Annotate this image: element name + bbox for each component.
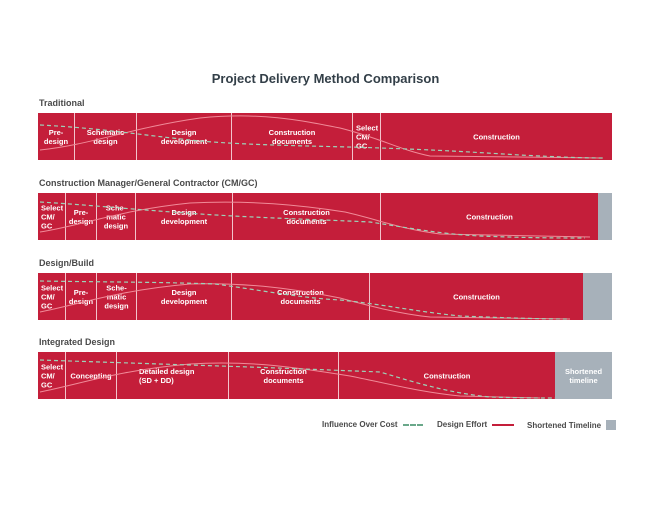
legend-shortened: Shortened Timeline — [527, 420, 617, 430]
segment-construction-documents: Construction documents — [228, 352, 338, 399]
segment-label: Construction — [423, 371, 471, 380]
segment-label: Schematic design — [86, 127, 125, 146]
segment-label: Pre- design — [68, 207, 94, 226]
segment-schematic-design: Sche- matic design — [96, 273, 136, 320]
bar-traditional: Pre- design Schematic design Design deve… — [38, 113, 612, 160]
segment-predesign: Pre- design — [38, 113, 74, 160]
segment-design-development: Design development — [136, 113, 231, 160]
row-label-traditional: Traditional — [39, 98, 85, 108]
legend-influence: Influence Over Cost — [322, 420, 423, 429]
shortened-timeline-block — [598, 193, 612, 240]
segment-label: Select CM/ GC — [41, 203, 64, 230]
bar-cmgc: Select CM/ GC Pre- design Sche- matic de… — [38, 193, 612, 240]
segment-label: Design development — [160, 287, 208, 306]
row-label-design-build: Design/Build — [39, 258, 95, 268]
legend-effort: Design Effort — [437, 420, 515, 429]
segment-label: Sche- matic design — [103, 203, 129, 230]
segment-label: Design development — [160, 207, 208, 226]
row-label-cmgc: Construction Manager/General Contractor … — [39, 178, 258, 188]
segment-construction-documents: Construction documents — [231, 273, 369, 320]
segment-construction-documents: Construction documents — [231, 113, 352, 160]
segment-construction: Construction — [338, 352, 555, 399]
segment-design-development: Design development — [136, 273, 231, 320]
segment-label: Select CM/ GC — [41, 283, 64, 310]
segment-predesign: Pre- design — [65, 193, 96, 240]
segment-construction: Construction — [380, 193, 598, 240]
segment-select-cmgc: Select CM/ GC — [38, 193, 65, 240]
solid-line-swatch-icon — [492, 423, 515, 426]
segment-schematic-design: Sche- matic design — [96, 193, 135, 240]
segment-schematic-design: Schematic design — [74, 113, 136, 160]
segment-construction-documents: Construction documents — [232, 193, 380, 240]
segment-label: Construction documents — [277, 287, 324, 306]
segment-label: Construction documents — [268, 127, 316, 146]
segment-design-development: Design development — [135, 193, 232, 240]
shortened-timeline-label: Shortened timeline — [564, 366, 603, 385]
segment-label: Pre- design — [68, 287, 94, 306]
segment-label: Construction — [466, 212, 513, 221]
diagram-title: Project Delivery Method Comparison — [211, 71, 440, 86]
segment-construction: Construction — [380, 113, 612, 160]
segment-label: Construction documents — [283, 207, 330, 226]
segment-label: Pre- design — [43, 127, 69, 146]
bar-design-build: Select CM/ GC Pre- design Sche- matic de… — [38, 273, 612, 320]
segment-select-cmgc: Select CM/ GC — [38, 273, 65, 320]
segment-label: Sche- matic design — [104, 283, 129, 310]
segment-label: Detailed design (SD + DD) — [139, 366, 195, 385]
segment-label: Construction documents — [260, 366, 307, 385]
legend-effort-label: Design Effort — [437, 420, 488, 429]
segment-concepting: Concepting — [65, 352, 116, 399]
bar-integrated-design: Select CM/ GC Concepting Detailed design… — [38, 352, 612, 399]
segment-select-cmgc: Select CM/ GC — [352, 113, 380, 160]
segment-construction: Construction — [369, 273, 583, 320]
legend-shortened-label: Shortened Timeline — [527, 420, 602, 430]
segment-label: Select CM/ GC — [41, 362, 64, 389]
segment-label: Concepting — [70, 371, 112, 380]
segment-label: Select CM/ GC — [356, 123, 379, 150]
segment-label: Design development — [160, 127, 208, 146]
dashed-line-swatch-icon — [402, 423, 423, 426]
shortened-timeline-block: Shortened timeline — [555, 352, 612, 399]
row-label-integrated-design: Integrated Design — [39, 337, 116, 347]
segment-predesign: Pre- design — [65, 273, 96, 320]
shortened-timeline-block — [583, 273, 612, 320]
segment-label: Construction — [453, 292, 500, 301]
legend-influence-label: Influence Over Cost — [322, 420, 398, 429]
segment-detailed-design: Detailed design (SD + DD) — [116, 352, 228, 399]
segment-select-cmgc: Select CM/ GC — [38, 352, 65, 399]
segment-label: Construction — [473, 132, 520, 141]
gray-box-swatch-icon — [606, 420, 617, 430]
